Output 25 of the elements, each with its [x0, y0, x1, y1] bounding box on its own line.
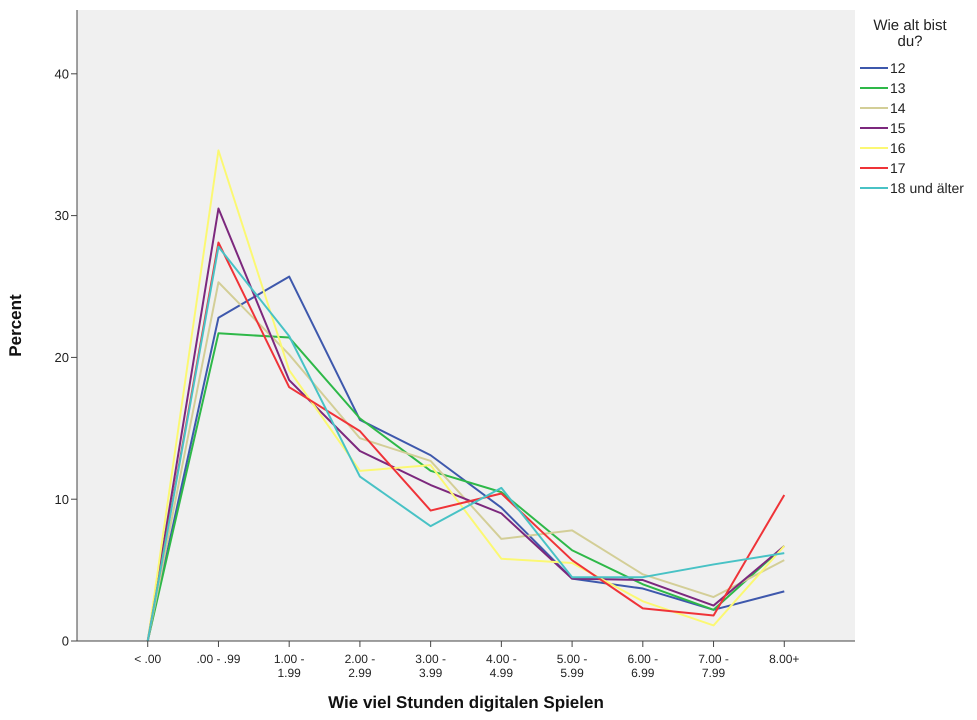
legend-label: 12	[890, 60, 906, 76]
x-tick-label: 3.00 - 3.99	[415, 652, 446, 680]
legend-label: 17	[890, 160, 906, 176]
y-tick-label: 40	[54, 66, 69, 82]
y-tick-label: 0	[62, 634, 69, 649]
legend-title: Wie alt bist du?	[872, 17, 948, 50]
x-tick-label: < .00	[134, 652, 162, 666]
x-tick-label: 2.00 - 2.99	[344, 652, 376, 680]
y-tick-label: 30	[54, 208, 69, 224]
legend-label: 14	[890, 100, 906, 116]
x-tick-label: 6.00 - 6.99	[627, 652, 658, 680]
x-tick-label: 4.00 - 4.99	[486, 652, 517, 680]
x-tick-label: .00 - .99	[196, 652, 241, 666]
x-tick-label: 7.00 - 7.99	[698, 652, 729, 680]
legend-label: 18 und älter	[890, 180, 964, 196]
x-tick-label: 5.00 - 5.99	[556, 652, 588, 680]
y-tick-label: 20	[54, 350, 69, 366]
legend-label: 15	[890, 120, 906, 136]
legend-label: 16	[890, 140, 906, 156]
y-tick-label: 10	[54, 492, 69, 507]
x-axis-title: Wie viel Stunden digitalen Spielen	[328, 693, 604, 712]
legend-label: 13	[890, 80, 906, 96]
x-tick-label: 8.00+	[769, 652, 800, 666]
x-tick-label: 1.00 - 1.99	[274, 652, 305, 680]
y-axis-title: Percent	[6, 294, 26, 357]
